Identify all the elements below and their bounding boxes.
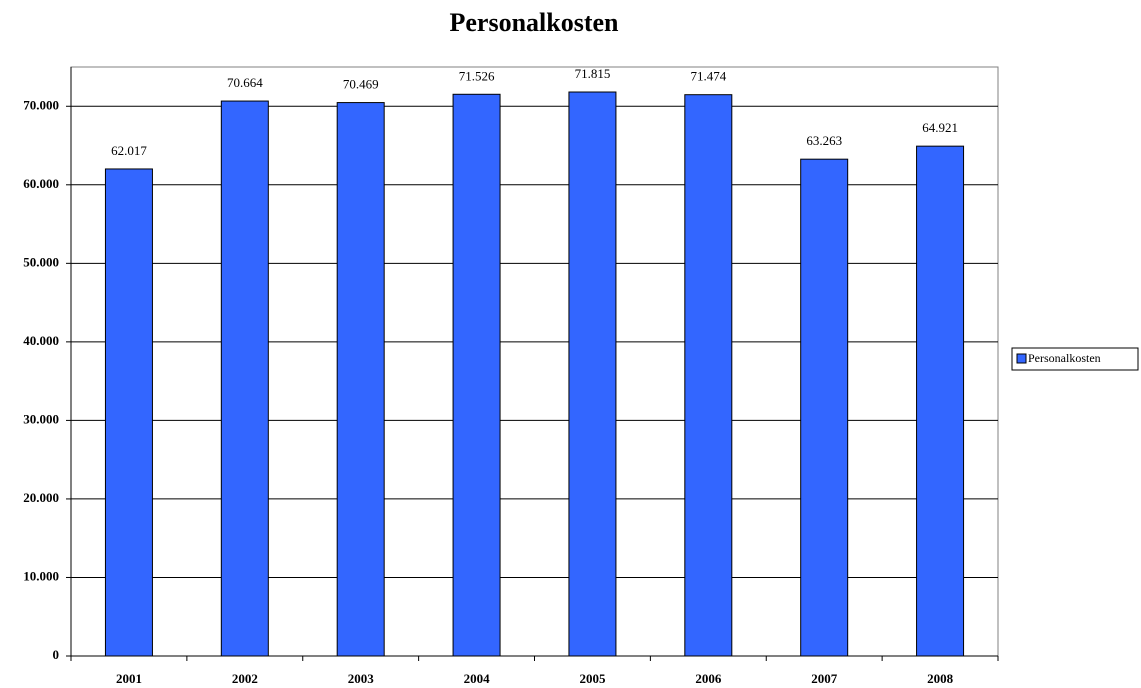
- bar: [220, 100, 269, 657]
- bar: [336, 102, 385, 657]
- data-label: 64.921: [922, 120, 958, 135]
- legend-label: Personalkosten: [1028, 351, 1101, 365]
- y-tick-label: 20.000: [23, 490, 59, 505]
- y-tick-label: 50.000: [23, 254, 59, 269]
- bar: [916, 145, 965, 657]
- x-tick-label: 2005: [579, 671, 606, 686]
- data-label: 63.263: [806, 133, 842, 148]
- data-label: 62.017: [111, 143, 147, 158]
- y-tick-label: 10.000: [23, 568, 59, 583]
- bar: [568, 91, 617, 657]
- bar: [104, 168, 153, 657]
- x-tick-label: 2001: [116, 671, 142, 686]
- y-tick-label: 0: [53, 647, 60, 662]
- x-tick-label: 2007: [811, 671, 838, 686]
- data-label: 71.815: [575, 66, 611, 81]
- x-tick-label: 2006: [695, 671, 722, 686]
- x-tick-label: 2004: [464, 671, 491, 686]
- y-tick-label: 30.000: [23, 411, 59, 426]
- x-tick-label: 2008: [927, 671, 954, 686]
- y-tick-label: 60.000: [23, 176, 59, 191]
- data-label: 70.664: [227, 75, 263, 90]
- x-tick-label: 2002: [232, 671, 258, 686]
- y-tick-label: 40.000: [23, 333, 59, 348]
- y-tick-label: 70.000: [23, 97, 59, 112]
- bar: [800, 158, 849, 657]
- bar: [452, 93, 501, 657]
- data-label: 71.526: [459, 68, 495, 83]
- chart-title: Personalkosten: [450, 8, 620, 37]
- legend-box: [1011, 347, 1139, 371]
- plot-area: [70, 66, 999, 657]
- data-label: 70.469: [343, 77, 379, 92]
- data-label: 71.474: [690, 69, 726, 84]
- bar: [684, 94, 733, 657]
- legend-swatch: [1016, 353, 1027, 364]
- x-tick-label: 2003: [348, 671, 375, 686]
